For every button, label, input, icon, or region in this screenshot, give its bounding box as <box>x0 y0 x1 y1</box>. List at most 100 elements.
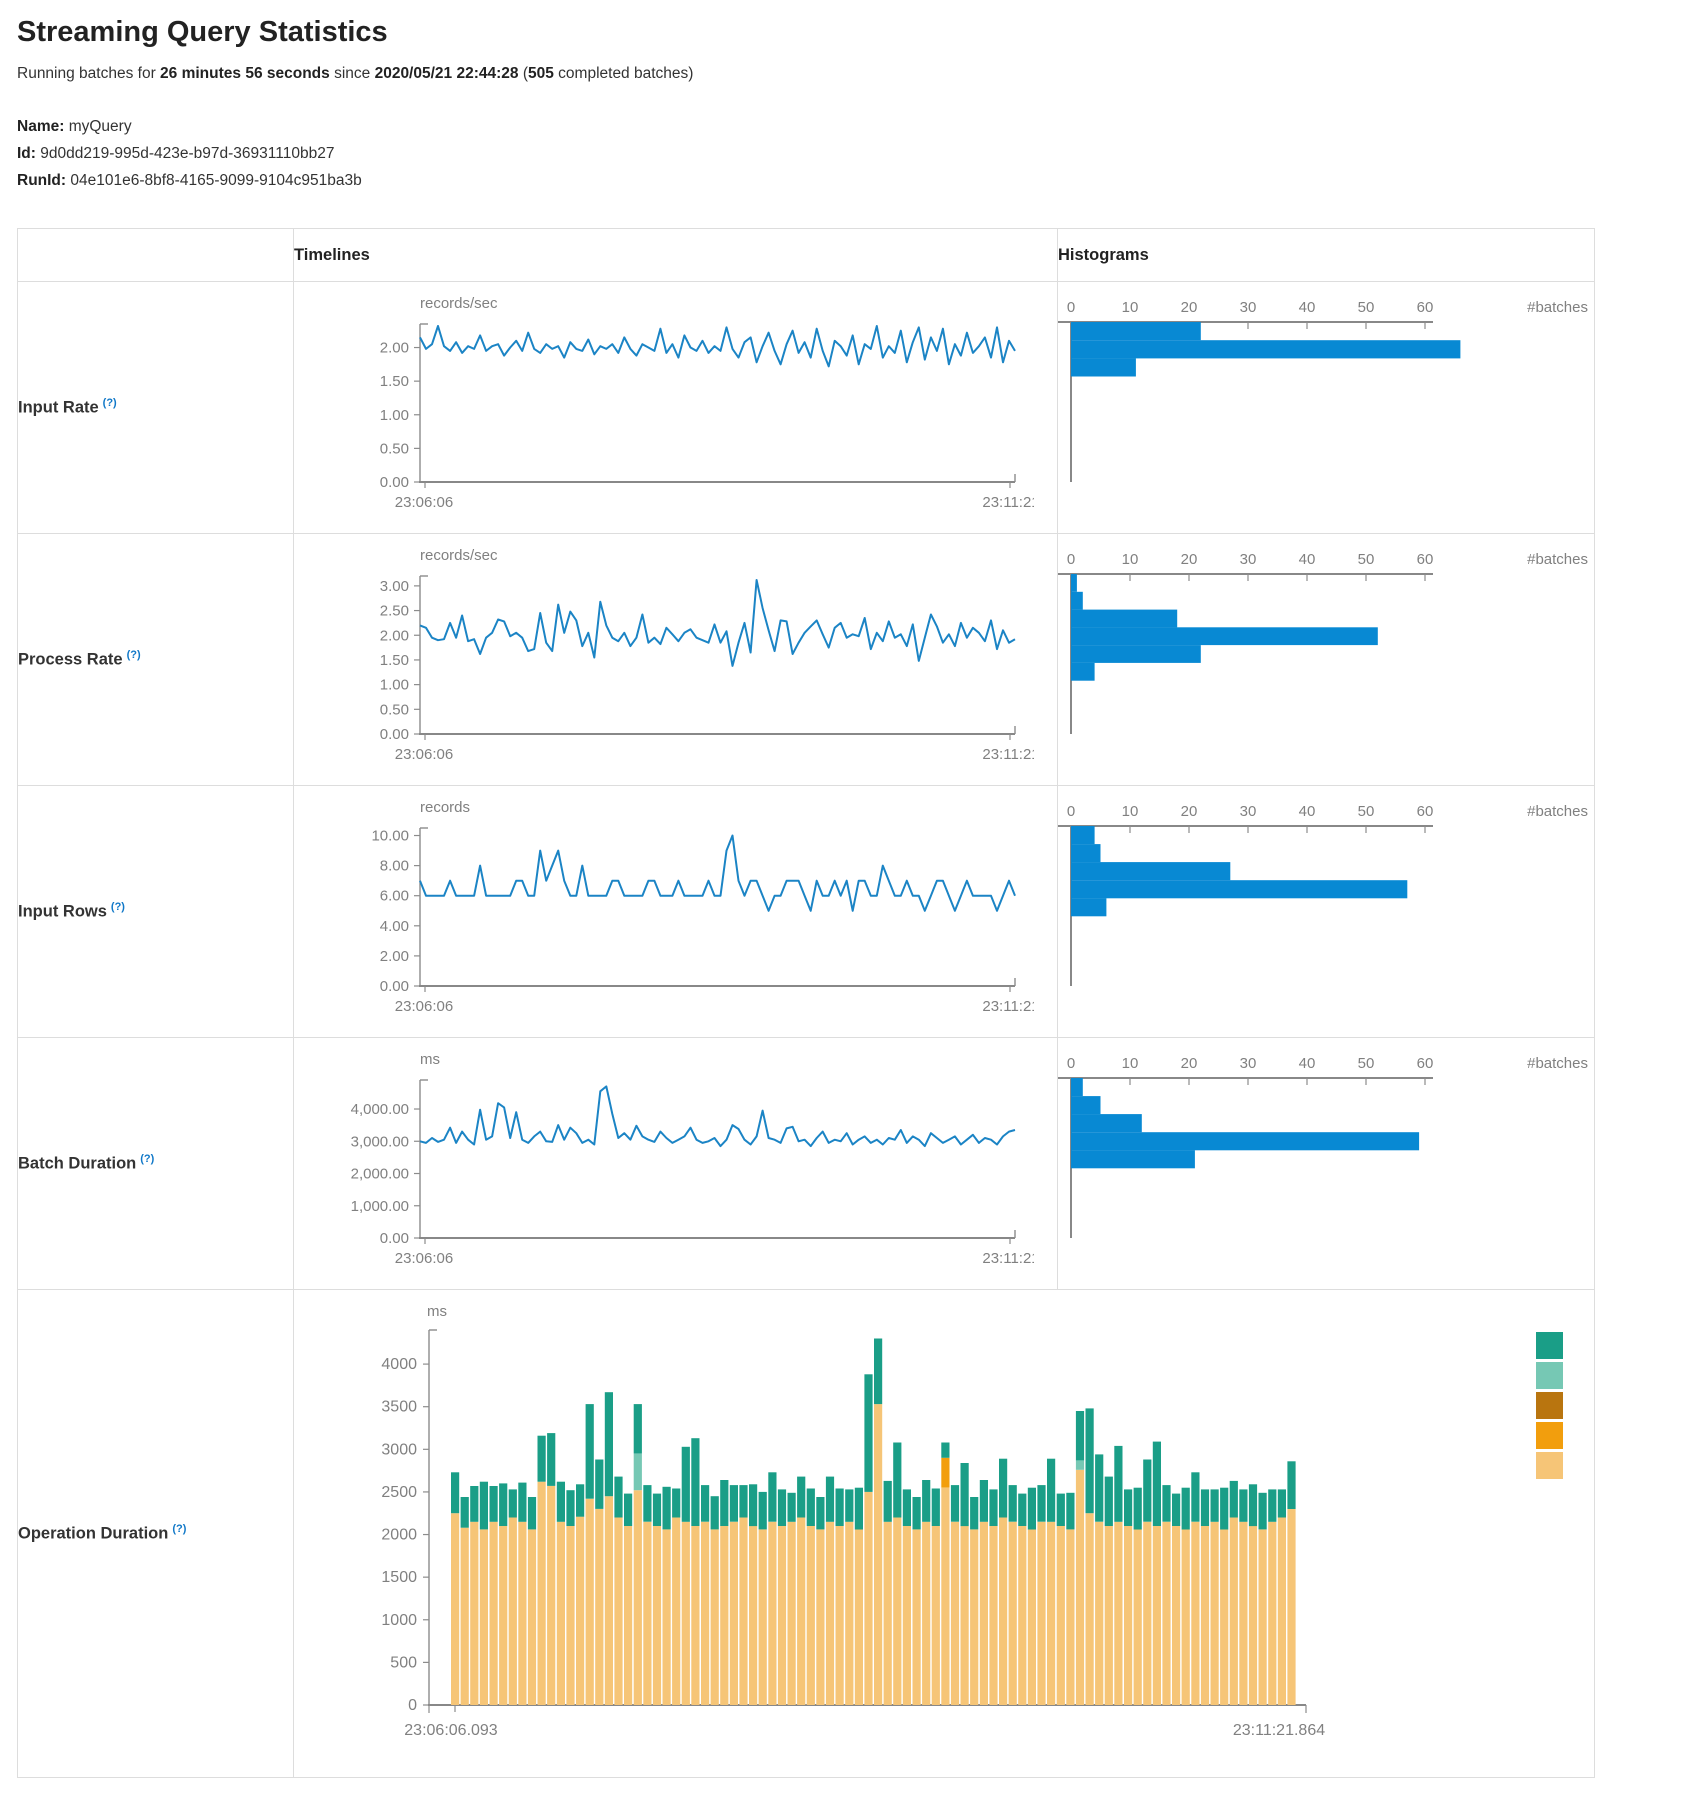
process-rate-timeline-cell: records/sec 0.00 0.50 1.00 1.50 2.00 2.50 3.00 2… <box>293 533 1058 786</box>
svg-text:8.00: 8.00 <box>380 858 409 875</box>
query-metadata: Name: myQuery Id: 9d0dd219-995d-423e-b97… <box>17 113 1693 194</box>
operation-duration-label-cell: Operation Duration (?) <box>17 1289 294 1778</box>
svg-text:40: 40 <box>1299 299 1316 316</box>
svg-text:0.00: 0.00 <box>380 1230 409 1247</box>
completed-batches-count: 505 <box>527 65 554 82</box>
svg-text:10: 10 <box>1122 299 1139 316</box>
legend-swatch-orange <box>1536 1422 1563 1449</box>
svg-text:0.00: 0.00 <box>380 726 409 743</box>
svg-text:records/sec: records/sec <box>420 547 498 564</box>
svg-text:40: 40 <box>1299 803 1316 820</box>
svg-text:23:11:21: 23:11:21 <box>982 998 1034 1015</box>
batch-duration-timeline-chart: ms 0.00 1,000.00 2,000.00 3,000.00 4,000.00 23… <box>295 1039 1057 1289</box>
start-time: 2020/05/21 22:44:28 <box>374 65 519 82</box>
name-value: myQuery <box>64 118 132 135</box>
batch-duration-timeline-cell: ms 0.00 1,000.00 2,000.00 3,000.00 4,000.00 23… <box>293 1037 1058 1290</box>
svg-text:23:11:21.864: 23:11:21.864 <box>1233 1722 1325 1739</box>
input-rows-histogram-chart: 0 10 20 30 40 50 60 #batches <box>1058 787 1594 1037</box>
summary-mid: since <box>329 65 375 82</box>
svg-text:0.50: 0.50 <box>380 440 409 457</box>
svg-text:4.00: 4.00 <box>380 918 409 935</box>
svg-text:0: 0 <box>1067 299 1075 316</box>
svg-text:3,000.00: 3,000.00 <box>351 1133 409 1150</box>
name-label: Name: <box>17 118 65 135</box>
svg-text:23:11:21: 23:11:21 <box>982 746 1034 763</box>
svg-text:1500: 1500 <box>381 1569 417 1586</box>
input-rate-histogram-chart: 0 10 20 30 40 50 60 #batches <box>1058 283 1594 533</box>
svg-text:50: 50 <box>1358 551 1375 568</box>
batch-duration-row: Batch Duration (?) ms 0.00 1,000.00 2,000.00… <box>17 1037 1595 1290</box>
svg-text:10: 10 <box>1122 1055 1139 1072</box>
process-rate-histogram-chart: 0 10 20 30 40 50 60 #batches <box>1058 535 1594 785</box>
header-histograms: Histograms <box>1057 228 1595 282</box>
svg-text:1.00: 1.00 <box>380 407 409 424</box>
svg-text:500: 500 <box>390 1654 417 1671</box>
operation-duration-help-link[interactable]: (?) <box>172 1523 187 1536</box>
svg-text:20: 20 <box>1181 1055 1198 1072</box>
table-header-row: Timelines Histograms <box>17 228 1595 282</box>
svg-text:4000: 4000 <box>381 1356 417 1373</box>
svg-text:2500: 2500 <box>381 1484 417 1501</box>
query-id-line: Id: 9d0dd219-995d-423e-b97d-36931110bb27 <box>17 140 1693 167</box>
process-rate-row: Process Rate (?) records/sec 0.00 0.50 1.00 1… <box>17 533 1595 786</box>
id-value: 9d0dd219-995d-423e-b97d-36931110bb27 <box>35 145 335 162</box>
svg-text:2.00: 2.00 <box>380 948 409 965</box>
running-duration: 26 minutes 56 seconds <box>160 65 330 82</box>
svg-text:20: 20 <box>1181 803 1198 820</box>
summary-suffix: completed batches) <box>553 65 694 82</box>
svg-text:60: 60 <box>1417 803 1434 820</box>
svg-text:1,000.00: 1,000.00 <box>351 1198 409 1215</box>
process-rate-histogram-cell: 0 10 20 30 40 50 60 #batches <box>1057 533 1595 786</box>
batch-duration-help-link[interactable]: (?) <box>140 1153 155 1166</box>
row-label: Process Rate <box>18 650 123 669</box>
query-runid-line: RunId: 04e101e6-8bf8-4165-9099-9104c951b… <box>17 167 1693 194</box>
svg-text:10: 10 <box>1122 803 1139 820</box>
svg-text:23:06:06: 23:06:06 <box>395 494 453 511</box>
svg-text:23:06:06: 23:06:06 <box>395 998 453 1015</box>
svg-text:20: 20 <box>1181 299 1198 316</box>
input-rate-row: Input Rate (?) records/sec 0.00 0.50 1.00 1.5… <box>17 281 1595 534</box>
svg-text:60: 60 <box>1417 299 1434 316</box>
input-rows-timeline-cell: records 0.00 2.00 4.00 6.00 8.00 10.00 23:06:06… <box>293 785 1058 1038</box>
operation-duration-stacked-chart: ms 0 500 1000 1500 2000 2500 3000 3500 4000 23:06:… <box>295 1291 1594 1777</box>
svg-text:0.00: 0.00 <box>380 474 409 491</box>
svg-text:ms: ms <box>420 1051 440 1068</box>
legend-swatch-teal <box>1536 1332 1563 1359</box>
svg-text:0: 0 <box>1067 803 1075 820</box>
process-rate-help-link[interactable]: (?) <box>126 649 141 662</box>
runid-label: RunId: <box>17 172 67 189</box>
svg-text:50: 50 <box>1358 299 1375 316</box>
running-batches-summary: Running batches for 26 minutes 56 second… <box>17 65 1693 83</box>
statistics-table: Timelines Histograms Input Rate (?) recor… <box>17 228 1595 1778</box>
svg-text:2.00: 2.00 <box>380 340 409 357</box>
input-rows-label-cell: Input Rows (?) <box>17 785 294 1038</box>
svg-text:30: 30 <box>1240 551 1257 568</box>
svg-text:23:06:06: 23:06:06 <box>395 1250 453 1267</box>
input-rate-timeline-cell: records/sec 0.00 0.50 1.00 1.50 2.00 23:06:06 2… <box>293 281 1058 534</box>
row-label: Operation Duration <box>18 1524 169 1543</box>
batch-duration-histogram-cell: 0 10 20 30 40 50 60 #batches <box>1057 1037 1595 1290</box>
svg-text:0.50: 0.50 <box>380 701 409 718</box>
process-rate-timeline-chart: records/sec 0.00 0.50 1.00 1.50 2.00 2.50 3.00 2… <box>295 535 1057 785</box>
summary-paren: ( <box>518 65 528 82</box>
batch-duration-label-cell: Batch Duration (?) <box>17 1037 294 1290</box>
svg-text:50: 50 <box>1358 803 1375 820</box>
svg-text:#batches: #batches <box>1527 803 1588 820</box>
input-rows-help-link[interactable]: (?) <box>110 901 125 914</box>
svg-text:10.00: 10.00 <box>371 828 409 845</box>
svg-text:0: 0 <box>1067 551 1075 568</box>
svg-text:0: 0 <box>408 1697 417 1714</box>
svg-text:3000: 3000 <box>381 1441 417 1458</box>
input-rows-row: Input Rows (?) records 0.00 2.00 4.00 6.00 8.0… <box>17 785 1595 1038</box>
input-rate-timeline-chart: records/sec 0.00 0.50 1.00 1.50 2.00 23:06:06 2… <box>295 283 1057 533</box>
page-title: Streaming Query Statistics <box>17 16 388 48</box>
svg-text:0: 0 <box>1067 1055 1075 1072</box>
input-rate-help-link[interactable]: (?) <box>102 397 117 410</box>
svg-text:2,000.00: 2,000.00 <box>351 1166 409 1183</box>
row-label: Input Rows <box>18 902 107 921</box>
svg-text:6.00: 6.00 <box>380 888 409 905</box>
legend-swatch-tan <box>1536 1452 1563 1479</box>
svg-text:50: 50 <box>1358 1055 1375 1072</box>
runid-value: 04e101e6-8bf8-4165-9099-9104c951ba3b <box>66 172 362 189</box>
